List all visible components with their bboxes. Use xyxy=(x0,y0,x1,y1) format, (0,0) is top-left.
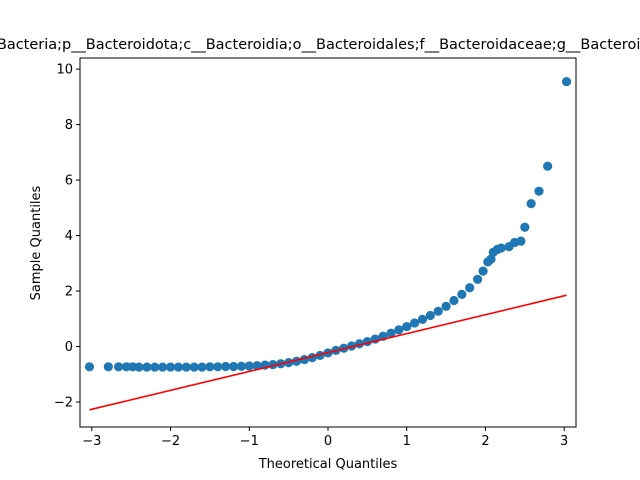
y-tick-label: 6 xyxy=(65,174,73,189)
x-tick-label: −2 xyxy=(161,434,180,449)
data-point xyxy=(236,361,246,371)
axis-ticks: −3 −2 −1 0 1 2 3 −2 0 2 4 6 8 10 xyxy=(54,63,569,449)
chart-title: k__Bacteria;p__Bacteroidota;c__Bacteroid… xyxy=(0,37,640,53)
data-point xyxy=(402,321,412,332)
data-point xyxy=(410,318,420,328)
data-point xyxy=(113,362,124,372)
data-point xyxy=(394,325,404,335)
data-point xyxy=(526,199,536,209)
x-tick-label: 1 xyxy=(403,434,411,449)
data-point xyxy=(165,362,176,372)
data-point xyxy=(244,361,254,371)
data-point xyxy=(543,161,553,171)
data-point xyxy=(496,243,506,253)
data-point xyxy=(142,362,152,372)
plot-area xyxy=(84,76,572,411)
data-point xyxy=(205,362,215,372)
y-tick-label: −2 xyxy=(54,396,73,411)
data-point xyxy=(347,341,357,351)
data-point xyxy=(516,236,526,246)
data-point xyxy=(386,328,396,338)
data-point xyxy=(441,301,451,311)
data-point xyxy=(486,254,496,264)
data-point xyxy=(425,310,435,321)
x-axis-label: Theoretical Quantiles xyxy=(258,457,398,472)
data-point xyxy=(158,362,168,372)
x-tick-label: 3 xyxy=(560,434,568,449)
data-point xyxy=(457,289,467,299)
data-point xyxy=(84,362,95,372)
y-tick-label: 0 xyxy=(65,340,73,355)
reference-line xyxy=(89,294,567,411)
x-tick-label: −1 xyxy=(240,434,259,449)
data-point xyxy=(478,266,488,276)
data-point xyxy=(449,295,459,306)
data-point xyxy=(103,362,113,372)
y-tick-label: 10 xyxy=(56,63,73,78)
y-tick-label: 8 xyxy=(65,118,73,133)
data-point xyxy=(221,361,231,372)
data-point xyxy=(534,186,544,196)
data-point xyxy=(121,362,132,372)
data-point xyxy=(173,362,184,372)
data-point xyxy=(134,362,144,372)
data-point xyxy=(520,222,530,232)
data-point xyxy=(417,314,428,324)
x-tick-label: 2 xyxy=(481,434,489,449)
data-point xyxy=(433,306,443,316)
y-tick-label: 4 xyxy=(65,229,73,244)
y-axis-label: Sample Quantiles xyxy=(29,185,44,300)
data-point xyxy=(252,361,262,371)
data-point xyxy=(197,362,207,372)
data-point xyxy=(561,76,572,87)
data-point xyxy=(228,361,239,372)
x-tick-label: −3 xyxy=(82,434,101,449)
data-point xyxy=(150,362,160,372)
data-point xyxy=(213,362,223,372)
data-point xyxy=(472,274,483,284)
data-point xyxy=(189,362,199,372)
x-tick-label: 0 xyxy=(324,434,332,449)
data-point xyxy=(181,362,191,372)
y-tick-label: 2 xyxy=(65,285,73,300)
data-point xyxy=(465,283,475,293)
